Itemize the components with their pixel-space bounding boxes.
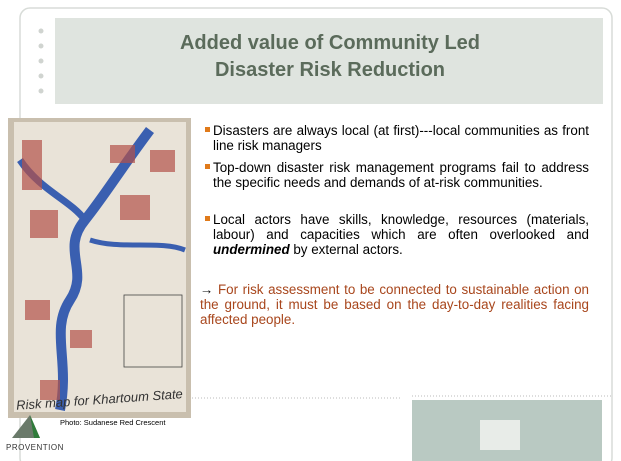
title-line: Added value of Community Led	[60, 30, 600, 57]
bullet-text: Local actors have skills, knowledge, res…	[213, 212, 589, 242]
emphasis: undermined	[213, 242, 290, 257]
arrow: →	[200, 282, 213, 297]
bullet-text: Disasters are always local (at first)---…	[213, 123, 589, 153]
logo-text: PROVENTION	[6, 443, 64, 452]
bullet-text: Top-down disaster risk management progra…	[213, 160, 589, 190]
photo-caption: Photo: Sudanese Red Crescent	[60, 418, 165, 427]
title: Added value of Community Led Disaster Ri…	[60, 30, 600, 84]
bullet: Disasters are always local (at first)---…	[213, 123, 589, 153]
title-line: Disaster Risk Reduction	[60, 57, 600, 84]
bullet: Local actors have skills, knowledge, res…	[213, 212, 589, 257]
conclusion: → For risk assessment to be connected to…	[200, 282, 589, 327]
bullet-text: by external actors.	[290, 242, 403, 257]
conclusion-text: For risk assessment to be connected to s…	[200, 282, 589, 327]
bullet: Top-down disaster risk management progra…	[213, 160, 589, 190]
slide: Added value of Community Led Disaster Ri…	[0, 0, 621, 461]
